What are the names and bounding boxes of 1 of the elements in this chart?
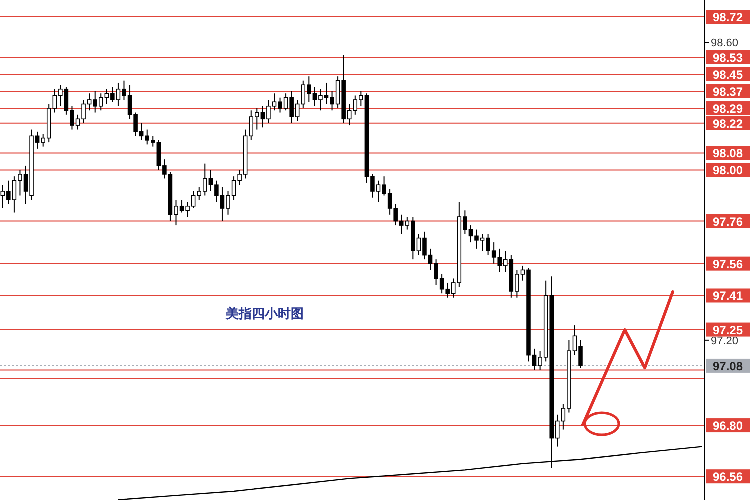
annotation: 美指四小时图 (226, 306, 304, 321)
